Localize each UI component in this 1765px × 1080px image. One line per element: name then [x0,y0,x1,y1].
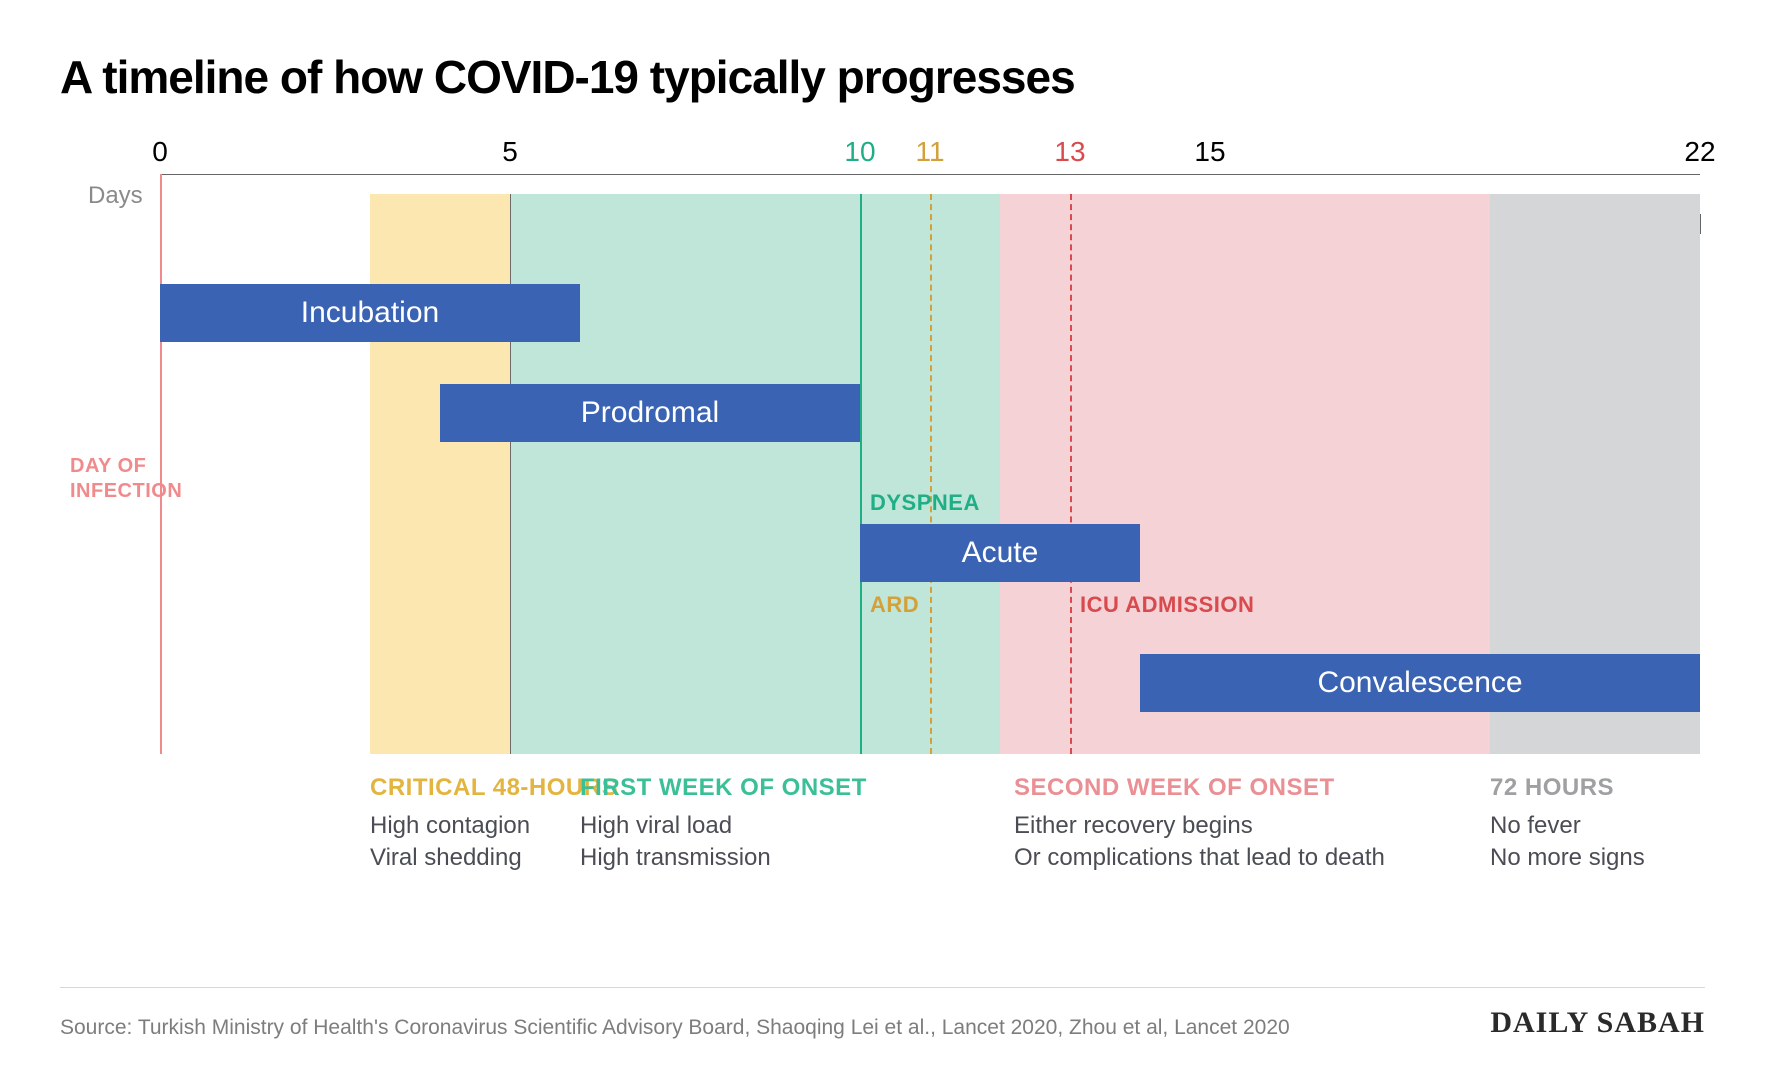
event-annotation: DYSPNEA [870,490,980,516]
day-of-infection-label: DAY OFINFECTION [70,454,182,504]
phase-bar: Convalescence [1140,654,1700,712]
phase-caption-line: High transmission [580,842,867,874]
phase-caption: SECOND WEEK OF ONSET Either recovery begi… [1014,774,1385,875]
event-annotation: ICU ADMISSION [1080,592,1254,618]
axis-tick-label: 10 [844,136,875,168]
phase-zone [370,194,510,754]
axis-tick-label: 15 [1194,136,1225,168]
phase-caption-title: FIRST WEEK OF ONSET [580,774,867,802]
axis-label-days: Days [88,182,143,210]
chart-title: A timeline of how COVID-19 typically pro… [60,50,1705,104]
axis-tick-label: 5 [502,136,518,168]
axis-tick-label: 13 [1054,136,1085,168]
phase-caption-line: Or complications that lead to death [1014,842,1385,874]
phase-bar: Acute [860,524,1140,582]
vertical-marker [930,194,932,754]
phase-caption: 72 HOURS No feverNo more signs [1490,774,1645,875]
axis-tick-mark [1700,214,1701,234]
event-annotation: ARD [870,592,919,618]
phase-zone [510,194,1000,754]
source-text: Source: Turkish Ministry of Health's Cor… [60,1016,1290,1040]
phase-caption-line: High viral load [580,810,867,842]
x-axis-ruler: 051011131522 [160,174,1700,175]
axis-tick-label: 22 [1684,136,1715,168]
footer-rule [60,987,1705,988]
phase-caption-line: Either recovery begins [1014,810,1385,842]
timeline-chart: Days 051011131522 Incubation Prodromal Acu… [60,134,1700,854]
phase-caption-line: No fever [1490,810,1645,842]
axis-tick-label: 0 [152,136,168,168]
vertical-marker [860,194,862,754]
vertical-marker [1070,194,1072,754]
phase-caption-title: 72 HOURS [1490,774,1645,802]
brand-logo: DAILY SABAH [1490,1006,1705,1040]
phase-captions: CRITICAL 48-HOURSHigh contagionViral she… [160,774,1700,924]
phase-caption-title: SECOND WEEK OF ONSET [1014,774,1385,802]
vertical-marker [510,194,511,754]
plot-area: IncubationProdromalAcuteConvalescenceDAY… [160,194,1700,754]
phase-bar: Incubation [160,284,580,342]
phase-caption-line: No more signs [1490,842,1645,874]
chart-footer: Source: Turkish Ministry of Health's Cor… [60,987,1705,1040]
axis-tick-label: 11 [915,136,944,168]
phase-bar: Prodromal [440,384,860,442]
phase-caption: FIRST WEEK OF ONSET High viral loadHigh t… [580,774,867,875]
